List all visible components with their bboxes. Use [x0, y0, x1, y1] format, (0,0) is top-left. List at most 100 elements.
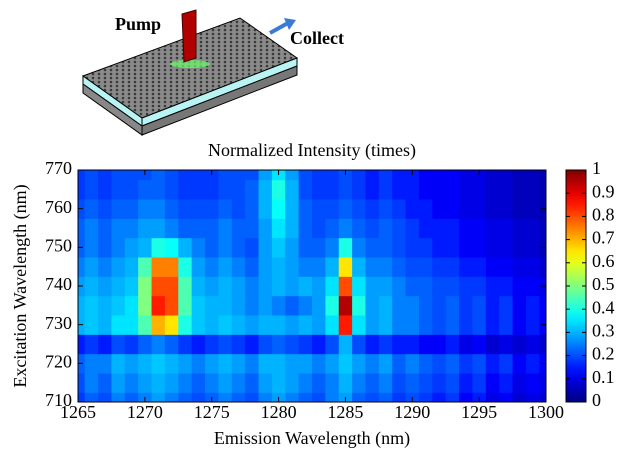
heatmap-cell	[392, 334, 407, 355]
heatmap-cell	[432, 237, 447, 258]
heatmap-cell	[258, 334, 273, 355]
heatmap-cell	[378, 315, 393, 335]
heatmap-cell	[111, 237, 126, 258]
heatmap-cell	[178, 334, 193, 355]
heatmap-cell	[151, 373, 166, 393]
heatmap-cell	[512, 276, 527, 297]
heatmap-cell	[312, 218, 326, 239]
heatmap-cell	[245, 218, 260, 239]
heatmap-cell	[298, 276, 313, 297]
heatmap-cell	[378, 218, 393, 239]
heatmap-cell	[472, 353, 487, 374]
heatmap-cell	[485, 276, 500, 297]
heatmap-cell	[365, 353, 380, 374]
heatmap-cell	[418, 218, 433, 239]
heatmap-cell	[258, 218, 273, 239]
heatmap-cell	[111, 218, 126, 239]
heatmap-cell	[525, 170, 540, 181]
heatmap-cell	[111, 276, 126, 297]
heatmap-cell	[298, 315, 313, 335]
heatmap-cell	[111, 334, 126, 355]
heatmap-cell	[338, 170, 353, 181]
heatmap-cell	[218, 373, 233, 393]
heatmap-cell	[459, 218, 473, 239]
heatmap-cell	[231, 373, 246, 393]
heatmap-cell	[271, 373, 286, 393]
heatmap-cell	[231, 353, 246, 374]
heatmap-cell	[124, 276, 139, 297]
heatmap-cell	[432, 257, 447, 277]
heatmap-cell	[485, 392, 500, 402]
y-tick-label: 750	[45, 235, 72, 255]
heatmap-cell	[499, 373, 514, 393]
heatmap-cell	[539, 218, 546, 239]
heatmap-cell	[472, 170, 487, 181]
heatmap-cell	[472, 295, 487, 316]
y-tick-label: 710	[45, 390, 72, 410]
heatmap-cell	[78, 218, 86, 239]
heatmap-cell	[392, 276, 407, 297]
heatmap-cell	[218, 315, 233, 335]
heatmap-cell	[352, 315, 366, 335]
heatmap-cell	[539, 392, 546, 402]
heatmap-cell	[418, 276, 433, 297]
heatmap-cell	[499, 257, 514, 277]
heatmap-cell	[325, 276, 340, 297]
x-tick-label: 1285	[327, 402, 363, 422]
heatmap-cell	[445, 218, 460, 239]
heatmap-cell	[205, 353, 219, 374]
heatmap-cell	[98, 315, 112, 335]
heatmap-cell	[445, 295, 460, 316]
heatmap-cell	[98, 199, 112, 219]
heatmap-cell	[205, 295, 219, 316]
heatmap-cell	[151, 257, 166, 277]
heatmap-cell	[205, 373, 219, 393]
heatmap-cell	[485, 295, 500, 316]
heatmap-cell	[512, 170, 527, 181]
heatmap-cell	[231, 315, 246, 335]
heatmap-cell	[151, 170, 166, 181]
heatmap-cell	[271, 353, 286, 374]
heatmap-cell	[178, 353, 193, 374]
heatmap-cell	[84, 315, 99, 335]
heatmap-cell	[124, 179, 139, 200]
heatmap-cell	[352, 170, 366, 181]
heatmap-cell	[205, 218, 219, 239]
heatmap-cell	[271, 315, 286, 335]
heatmap-cell	[138, 170, 153, 181]
heatmap-cell	[512, 315, 527, 335]
heatmap-cell	[338, 353, 353, 374]
heatmap-cell	[525, 392, 540, 402]
heatmap-cell	[499, 179, 514, 200]
heatmap-cell	[512, 295, 527, 316]
heatmap-cell	[231, 295, 246, 316]
heatmap-cell	[245, 334, 260, 355]
heatmap-cell	[525, 237, 540, 258]
heatmap-cell	[218, 353, 233, 374]
heatmap-cell	[445, 392, 460, 402]
heatmap-cell	[164, 334, 179, 355]
colorbar-tick-label: 0.4	[592, 297, 615, 317]
heatmap-cell	[405, 295, 420, 316]
heatmap-cell	[124, 257, 139, 277]
heatmap-cell	[499, 276, 514, 297]
heatmap-cell	[285, 276, 300, 297]
heatmap-cell	[124, 295, 139, 316]
heatmap-cell	[178, 179, 193, 200]
heatmap-cell	[512, 353, 527, 374]
heatmap-cell	[164, 179, 179, 200]
heatmap-cell	[298, 179, 313, 200]
heatmap-cell	[485, 315, 500, 335]
heatmap-cell	[325, 334, 340, 355]
heatmap-cell	[445, 199, 460, 219]
heatmap-cell	[378, 373, 393, 393]
heatmap-cell	[459, 315, 473, 335]
heatmap-cell	[405, 179, 420, 200]
heatmap-cell	[271, 237, 286, 258]
heatmap-cell	[191, 295, 206, 316]
heatmap-cell	[432, 353, 447, 374]
heatmap-cell	[205, 179, 219, 200]
heatmap-cell	[285, 392, 300, 402]
heatmap-cell	[231, 179, 246, 200]
